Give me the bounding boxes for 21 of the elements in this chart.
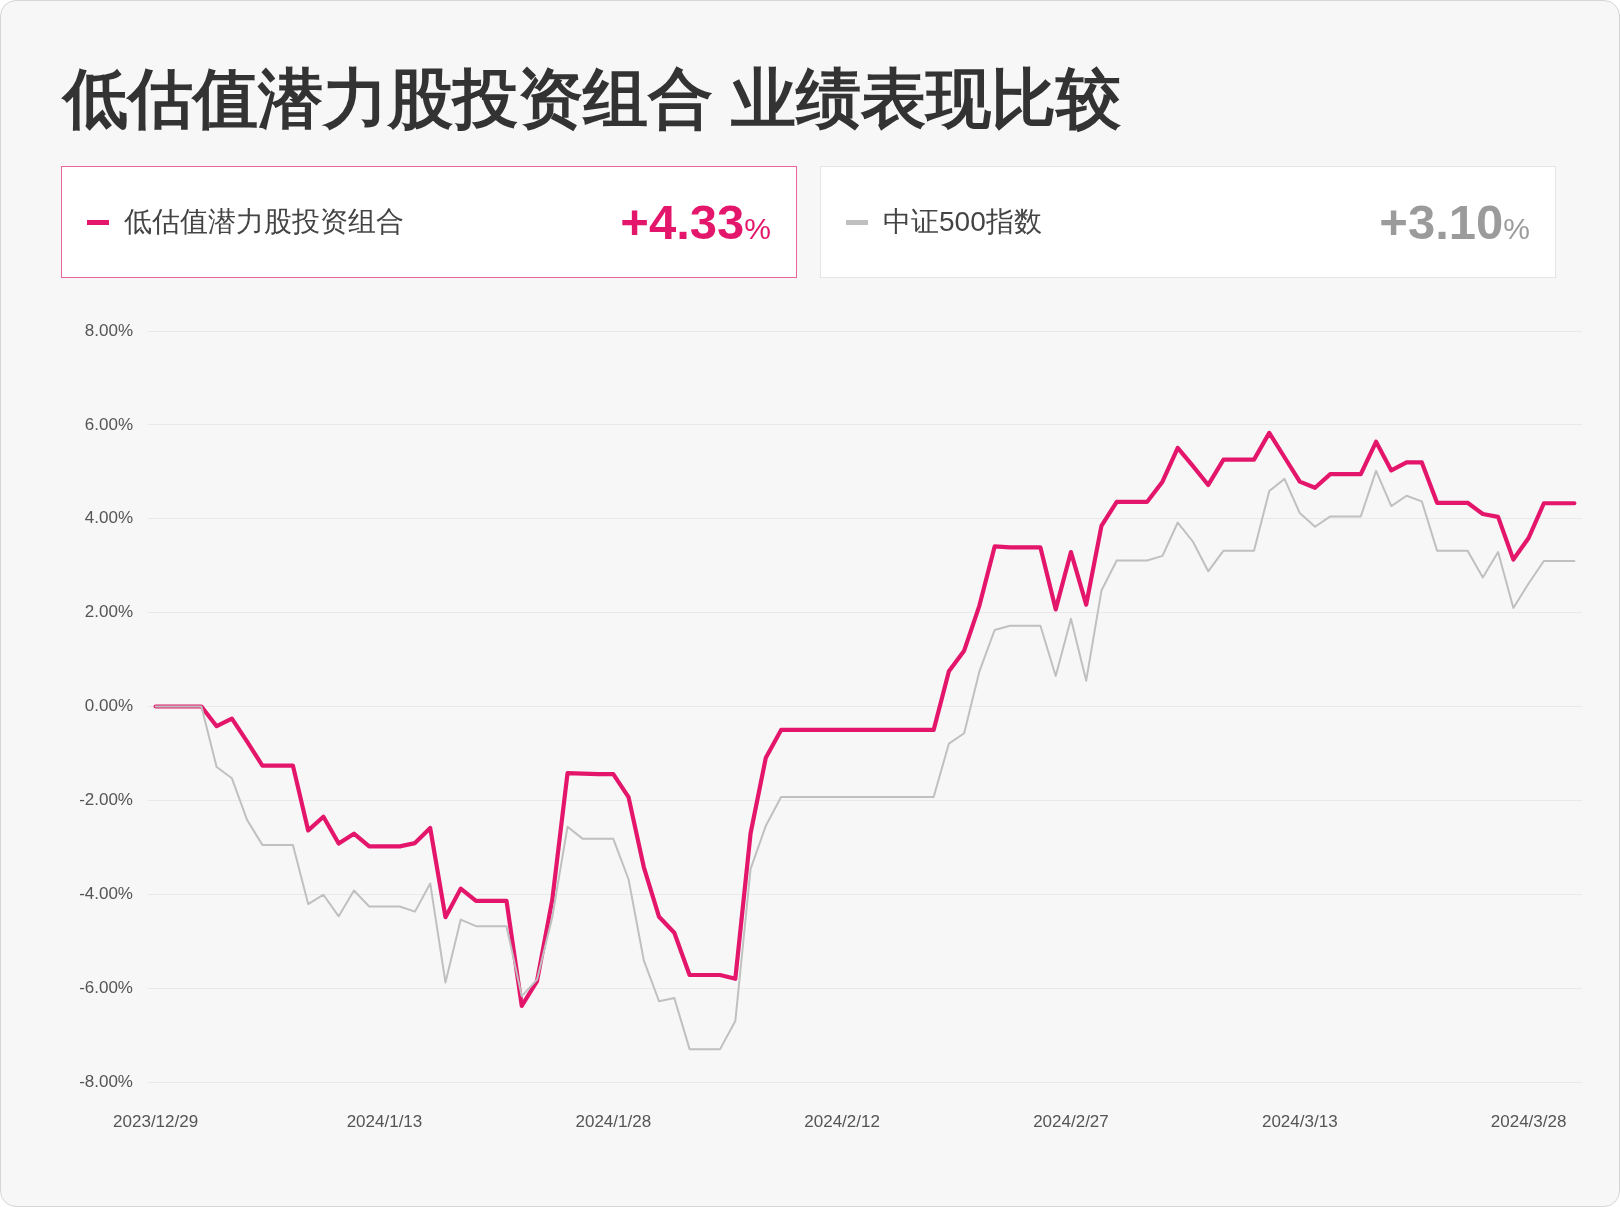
y-tick-label: 0.00% [84,696,133,716]
legend-label: 低估值潜力股投资组合 [124,205,405,239]
y-tick-label: -8.00% [79,1071,133,1091]
chart-title: 低估值潜力股投资组合 业绩表现比较 [63,62,1122,136]
x-tick-label: 2024/2/12 [804,1111,880,1131]
x-tick-label: 2024/1/28 [575,1111,652,1131]
x-tick-label: 2024/1/13 [346,1111,423,1131]
y-tick-label: -2.00% [79,790,133,810]
text: +4.33% [620,195,771,249]
y-tick-label: 2.00% [84,602,133,622]
legend-label: 中证500指数 [883,205,1043,239]
y-tick-label: 8.00% [84,320,133,340]
x-tick-label: 2024/3/28 [1490,1111,1567,1131]
text: +3.10% [1379,195,1530,249]
y-tick-label: -4.00% [79,883,133,903]
y-tick-label: 4.00% [84,508,133,528]
y-tick-label: 6.00% [84,414,133,434]
x-tick-label: 2023/12/29 [113,1111,199,1131]
x-tick-label: 2024/3/13 [1261,1111,1338,1131]
y-tick-label: -6.00% [79,977,133,997]
x-tick-label: 2024/2/27 [1033,1111,1109,1131]
